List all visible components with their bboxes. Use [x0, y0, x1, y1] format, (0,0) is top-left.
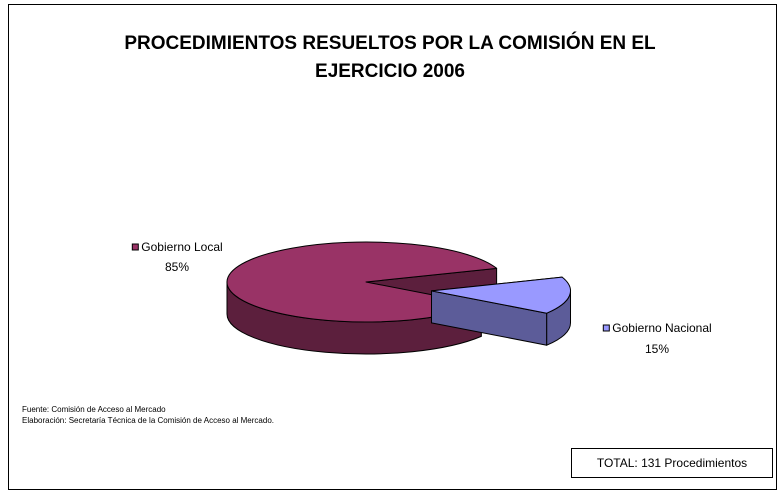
- slice-label: Gobierno Local: [141, 240, 222, 254]
- chart-title: PROCEDIMIENTOS RESUELTOS POR LA COMISIÓN…: [124, 33, 656, 82]
- source-note: Elaboración: Secretaría Técnica de la Co…: [22, 416, 274, 425]
- total-box: TOTAL: 131 Procedimientos: [571, 448, 773, 478]
- slice: [226, 241, 498, 323]
- label-marker: [602, 324, 610, 332]
- value-label: 15%: [645, 342, 669, 356]
- label-marker: [131, 243, 139, 251]
- value-label: 85%: [165, 260, 189, 274]
- chart-frame: [8, 4, 777, 490]
- slice-label: Gobierno Nacional: [612, 321, 711, 335]
- slice: [431, 276, 571, 314]
- source-note: Fuente: Comisión de Acceso al Mercado: [22, 405, 166, 414]
